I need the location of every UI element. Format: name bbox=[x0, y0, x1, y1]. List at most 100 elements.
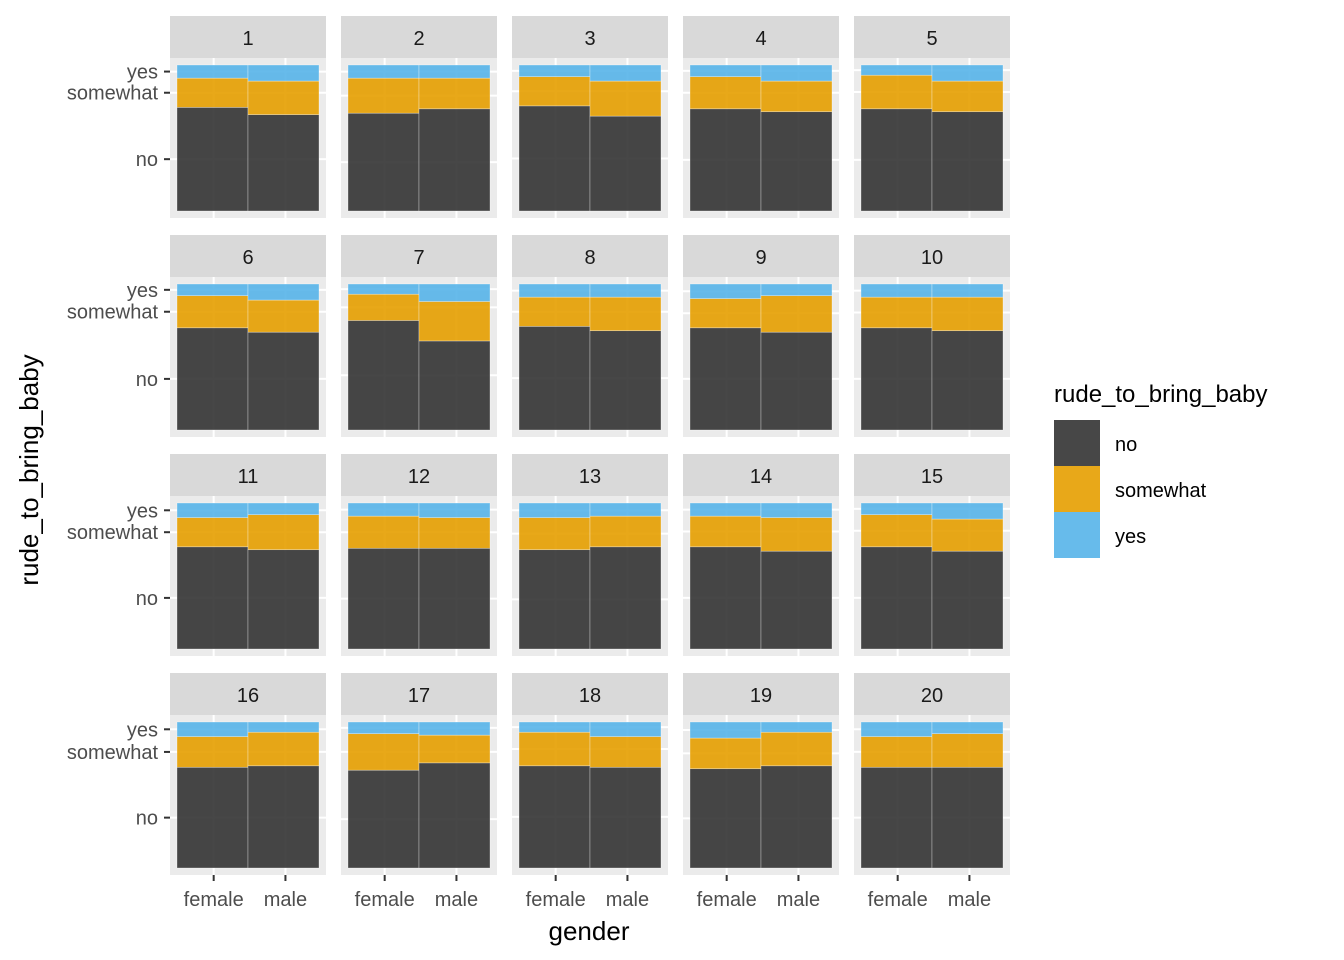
facet-strip-label: 20 bbox=[921, 685, 943, 707]
x-tick-label: male bbox=[264, 889, 307, 911]
bar-segment-male-yes bbox=[589, 721, 662, 737]
bar-segment-female-no bbox=[176, 107, 249, 212]
facet-strip-label: 2 bbox=[413, 28, 424, 50]
facet-strip-label: 10 bbox=[921, 247, 943, 269]
facet-strip bbox=[512, 16, 668, 58]
bar-segment-female-somewhat bbox=[518, 731, 591, 767]
y-tick-label: no bbox=[136, 588, 158, 610]
bar-segment-female-yes bbox=[347, 283, 420, 295]
bar-segment-female-yes bbox=[347, 64, 420, 79]
bar-segment-female-yes bbox=[689, 502, 762, 517]
bar-segment-female-yes bbox=[518, 721, 591, 733]
bar-segment-male-yes bbox=[760, 502, 833, 518]
bar-segment-male-somewhat bbox=[760, 731, 833, 767]
facet-strip bbox=[683, 454, 839, 496]
facet-panel-5: 5 bbox=[854, 16, 1010, 218]
bar-segment-male-somewhat bbox=[931, 296, 1004, 332]
bar-segment-male-somewhat bbox=[589, 80, 662, 117]
bar-segment-female-yes bbox=[689, 721, 762, 739]
facet-strip-label: 3 bbox=[584, 28, 595, 50]
bar-segment-female-no bbox=[860, 766, 933, 869]
bar-segment-female-no bbox=[347, 547, 420, 650]
bar-segment-male-no bbox=[931, 330, 1004, 431]
bar-segment-female-yes bbox=[518, 64, 591, 77]
bar-segment-female-somewhat bbox=[860, 296, 933, 329]
y-tick-label: no bbox=[136, 149, 158, 171]
x-tick-label: male bbox=[948, 889, 991, 911]
facet-panel-14: 14 bbox=[683, 454, 839, 656]
bar-segment-female-somewhat bbox=[176, 517, 249, 548]
bar-segment-female-somewhat bbox=[689, 737, 762, 770]
facet-strip bbox=[683, 16, 839, 58]
facet-panel-6: 6 bbox=[170, 235, 326, 437]
axes: nosomewhatyesnosomewhatyesnosomewhatyesn… bbox=[67, 62, 991, 911]
bar-segment-female-yes bbox=[518, 502, 591, 518]
facet-panel-4: 4 bbox=[683, 16, 839, 218]
bar-segment-female-no bbox=[689, 546, 762, 650]
facet-strip bbox=[854, 673, 1010, 715]
facet-strip bbox=[512, 454, 668, 496]
bar-segment-female-yes bbox=[176, 283, 249, 296]
facet-panel-8: 8 bbox=[512, 235, 668, 437]
bar-segment-male-no bbox=[760, 331, 833, 431]
bar-segment-male-no bbox=[247, 549, 320, 650]
bar-segment-male-no bbox=[247, 114, 320, 212]
facet-panel-7: 7 bbox=[341, 235, 497, 437]
legend-key-somewhat bbox=[1054, 466, 1100, 512]
bar-segment-male-no bbox=[931, 766, 1004, 869]
facet-panel-19: 19 bbox=[683, 673, 839, 875]
bar-segment-male-somewhat bbox=[931, 733, 1004, 768]
y-tick-label: no bbox=[136, 808, 158, 830]
y-tick-label: yes bbox=[127, 280, 158, 302]
facet-strip-label: 7 bbox=[413, 247, 424, 269]
facet-strip bbox=[341, 235, 497, 277]
x-tick-label: female bbox=[355, 889, 415, 911]
bar-segment-female-no bbox=[518, 105, 591, 212]
facet-strip-label: 17 bbox=[408, 685, 430, 707]
facet-strip-label: 1 bbox=[242, 28, 253, 50]
facet-strip-label: 13 bbox=[579, 466, 601, 488]
y-tick-label: yes bbox=[127, 500, 158, 522]
bar-segment-female-no bbox=[347, 320, 420, 431]
bar-segment-male-somewhat bbox=[418, 77, 491, 110]
bar-segment-female-somewhat bbox=[347, 77, 420, 114]
facet-panel-15: 15 bbox=[854, 454, 1010, 656]
y-tick-label: yes bbox=[127, 62, 158, 84]
facet-strip-label: 19 bbox=[750, 685, 772, 707]
bar-segment-female-somewhat bbox=[176, 736, 249, 768]
bar-segment-female-somewhat bbox=[518, 296, 591, 327]
facet-strip bbox=[170, 673, 326, 715]
bar-segment-male-somewhat bbox=[589, 736, 662, 768]
bar-segment-male-no bbox=[931, 550, 1004, 650]
bar-segment-male-somewhat bbox=[247, 731, 320, 767]
x-tick-label: male bbox=[606, 889, 649, 911]
facet-strip-label: 16 bbox=[237, 685, 259, 707]
facet-strip-label: 9 bbox=[755, 247, 766, 269]
legend-title: rude_to_bring_baby bbox=[1054, 381, 1268, 408]
facet-panel-10: 10 bbox=[854, 235, 1010, 437]
facet-strip bbox=[341, 16, 497, 58]
bar-segment-male-yes bbox=[247, 502, 320, 515]
bar-segment-female-somewhat bbox=[347, 515, 420, 549]
bar-segment-male-no bbox=[247, 331, 320, 431]
bar-segment-male-no bbox=[589, 546, 662, 650]
bar-segment-female-no bbox=[518, 326, 591, 431]
bar-segment-male-somewhat bbox=[931, 518, 1004, 552]
bar-segment-male-somewhat bbox=[418, 734, 491, 764]
facet-strip-label: 15 bbox=[921, 466, 943, 488]
bar-segment-male-no bbox=[247, 765, 320, 869]
bar-segment-female-yes bbox=[518, 283, 591, 298]
bar-segment-male-yes bbox=[247, 721, 320, 733]
bar-segment-male-no bbox=[418, 340, 491, 431]
bar-segment-male-somewhat bbox=[760, 517, 833, 552]
bar-segment-female-somewhat bbox=[860, 74, 933, 110]
bar-segment-male-somewhat bbox=[418, 301, 491, 342]
facet-strip bbox=[341, 454, 497, 496]
bar-segment-female-somewhat bbox=[176, 295, 249, 329]
bar-segment-female-yes bbox=[860, 283, 933, 298]
y-tick-label: yes bbox=[127, 719, 158, 741]
bar-segment-female-somewhat bbox=[689, 298, 762, 329]
facet-panel-2: 2 bbox=[341, 16, 497, 218]
